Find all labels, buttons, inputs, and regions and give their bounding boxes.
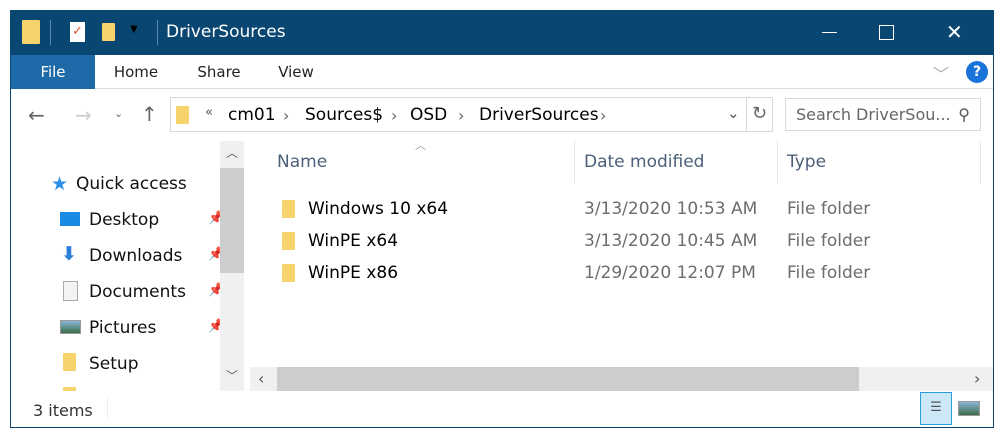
ribbon-tabs: File Home Share View ﹀ ?: [11, 55, 993, 89]
recent-locations-icon[interactable]: ⌄: [114, 107, 124, 120]
search-placeholder: Search DriverSou...: [796, 105, 951, 124]
file-type: File folder: [787, 199, 871, 219]
breadcrumb-osd[interactable]: OSD: [410, 105, 448, 125]
folder-icon: [282, 232, 295, 250]
minimize-button[interactable]: [810, 10, 856, 55]
expand-ribbon-icon[interactable]: ﹀: [933, 65, 950, 84]
file-row[interactable]: WinPE x86 1/29/2020 12:07 PM File folder: [262, 258, 982, 288]
nav-pictures[interactable]: Pictures: [89, 318, 157, 338]
sort-ascending-icon: ︿: [415, 139, 426, 152]
folder-icon: [282, 200, 295, 218]
address-dropdown-icon[interactable]: ⌄: [727, 104, 740, 122]
search-icon: ⚲: [958, 105, 970, 124]
address-bar[interactable]: « cm01 › Sources$ › OSD › DriverSources …: [170, 97, 773, 132]
nav-setup[interactable]: Setup: [89, 354, 139, 374]
explorer-window: [10, 10, 994, 428]
nav-documents[interactable]: Documents: [89, 282, 186, 302]
separator: [746, 98, 747, 131]
tab-view[interactable]: View: [278, 63, 314, 81]
close-button[interactable]: ✕: [946, 20, 963, 44]
folder-icon: [63, 387, 76, 391]
column-header-type[interactable]: Type: [787, 152, 827, 172]
scroll-up-icon[interactable]: ︿: [226, 146, 239, 160]
status-item-count: 3 items: [33, 401, 93, 420]
column-divider: [980, 141, 981, 183]
back-button[interactable]: ←: [28, 103, 45, 127]
breadcrumb-driversources[interactable]: DriverSources: [479, 105, 599, 125]
window-title: DriverSources: [166, 22, 286, 42]
navigation-pane: ★ Quick access Desktop 📌 ⬇ Downloads 📌 D…: [11, 141, 224, 391]
file-row[interactable]: Windows 10 x64 3/13/2020 10:53 AM File f…: [262, 194, 982, 224]
refresh-button[interactable]: ↻: [752, 103, 768, 124]
details-view-button[interactable]: ☰: [920, 392, 952, 425]
forward-button[interactable]: →: [75, 103, 92, 127]
horizontal-scrollbar[interactable]: ‹ ›: [250, 367, 993, 391]
search-input[interactable]: Search DriverSou... ⚲: [785, 98, 981, 131]
file-date: 1/29/2020 12:07 PM: [584, 263, 756, 283]
download-arrow-icon: ⬇: [61, 243, 77, 265]
chevron-right-icon[interactable]: ›: [600, 106, 607, 125]
nav-downloads[interactable]: Downloads: [89, 246, 183, 266]
file-list: ︿: [250, 139, 993, 368]
document-icon: [63, 281, 78, 301]
file-name: Windows 10 x64: [308, 199, 449, 219]
chevron-right-icon[interactable]: ›: [283, 106, 290, 125]
separator: [107, 398, 108, 418]
quick-access-star-icon: ★: [51, 173, 69, 195]
up-button[interactable]: ↑: [141, 102, 158, 126]
folder-icon: [176, 106, 189, 124]
column-divider: [574, 141, 575, 183]
file-type: File folder: [787, 231, 871, 251]
separator: [157, 20, 158, 45]
file-name: WinPE x86: [308, 263, 399, 283]
chevron-right-icon[interactable]: ›: [391, 106, 398, 125]
large-icons-view-button[interactable]: [958, 401, 980, 416]
tab-home[interactable]: Home: [113, 63, 159, 81]
chevron-right-icon[interactable]: ›: [458, 106, 465, 125]
file-name: WinPE x64: [308, 231, 399, 251]
nav-desktop[interactable]: Desktop: [89, 210, 160, 230]
tab-file[interactable]: File: [11, 55, 95, 89]
tab-share[interactable]: Share: [197, 63, 241, 81]
folder-icon: [63, 353, 76, 371]
nav-vertical-scrollbar[interactable]: ︿ ﹀: [220, 141, 244, 391]
file-type: File folder: [787, 263, 871, 283]
scroll-right-icon[interactable]: ›: [974, 369, 981, 388]
pictures-icon: [60, 320, 81, 334]
help-icon[interactable]: ?: [966, 61, 988, 83]
column-header-name[interactable]: Name: [277, 152, 328, 172]
file-date: 3/13/2020 10:45 AM: [584, 231, 758, 251]
file-date: 3/13/2020 10:53 AM: [584, 199, 758, 219]
maximize-button[interactable]: [876, 10, 922, 55]
nav-quick-access[interactable]: Quick access: [76, 174, 187, 194]
customize-toolbar-icon[interactable]: ▼: [130, 24, 138, 35]
scrollbar-thumb[interactable]: [277, 367, 859, 391]
overflow-crumbs[interactable]: «: [205, 105, 213, 120]
scrollbar-thumb[interactable]: [220, 168, 244, 273]
new-folder-icon[interactable]: [102, 23, 115, 41]
breadcrumb-cm01[interactable]: cm01: [228, 105, 276, 125]
breadcrumb-sources[interactable]: Sources$: [305, 105, 384, 125]
file-row[interactable]: WinPE x64 3/13/2020 10:45 AM File folder: [262, 226, 982, 256]
separator: [50, 20, 51, 45]
properties-icon[interactable]: ✓: [70, 22, 85, 42]
column-divider: [777, 141, 778, 183]
desktop-icon: [60, 212, 80, 226]
folder-icon: [282, 264, 295, 282]
title-bar: ✓ ▼ DriverSources ✕: [10, 10, 994, 55]
scroll-left-icon[interactable]: ‹: [258, 369, 265, 388]
scroll-down-icon[interactable]: ﹀: [226, 369, 239, 383]
column-header-date-modified[interactable]: Date modified: [584, 152, 705, 172]
folder-icon: [22, 20, 40, 44]
